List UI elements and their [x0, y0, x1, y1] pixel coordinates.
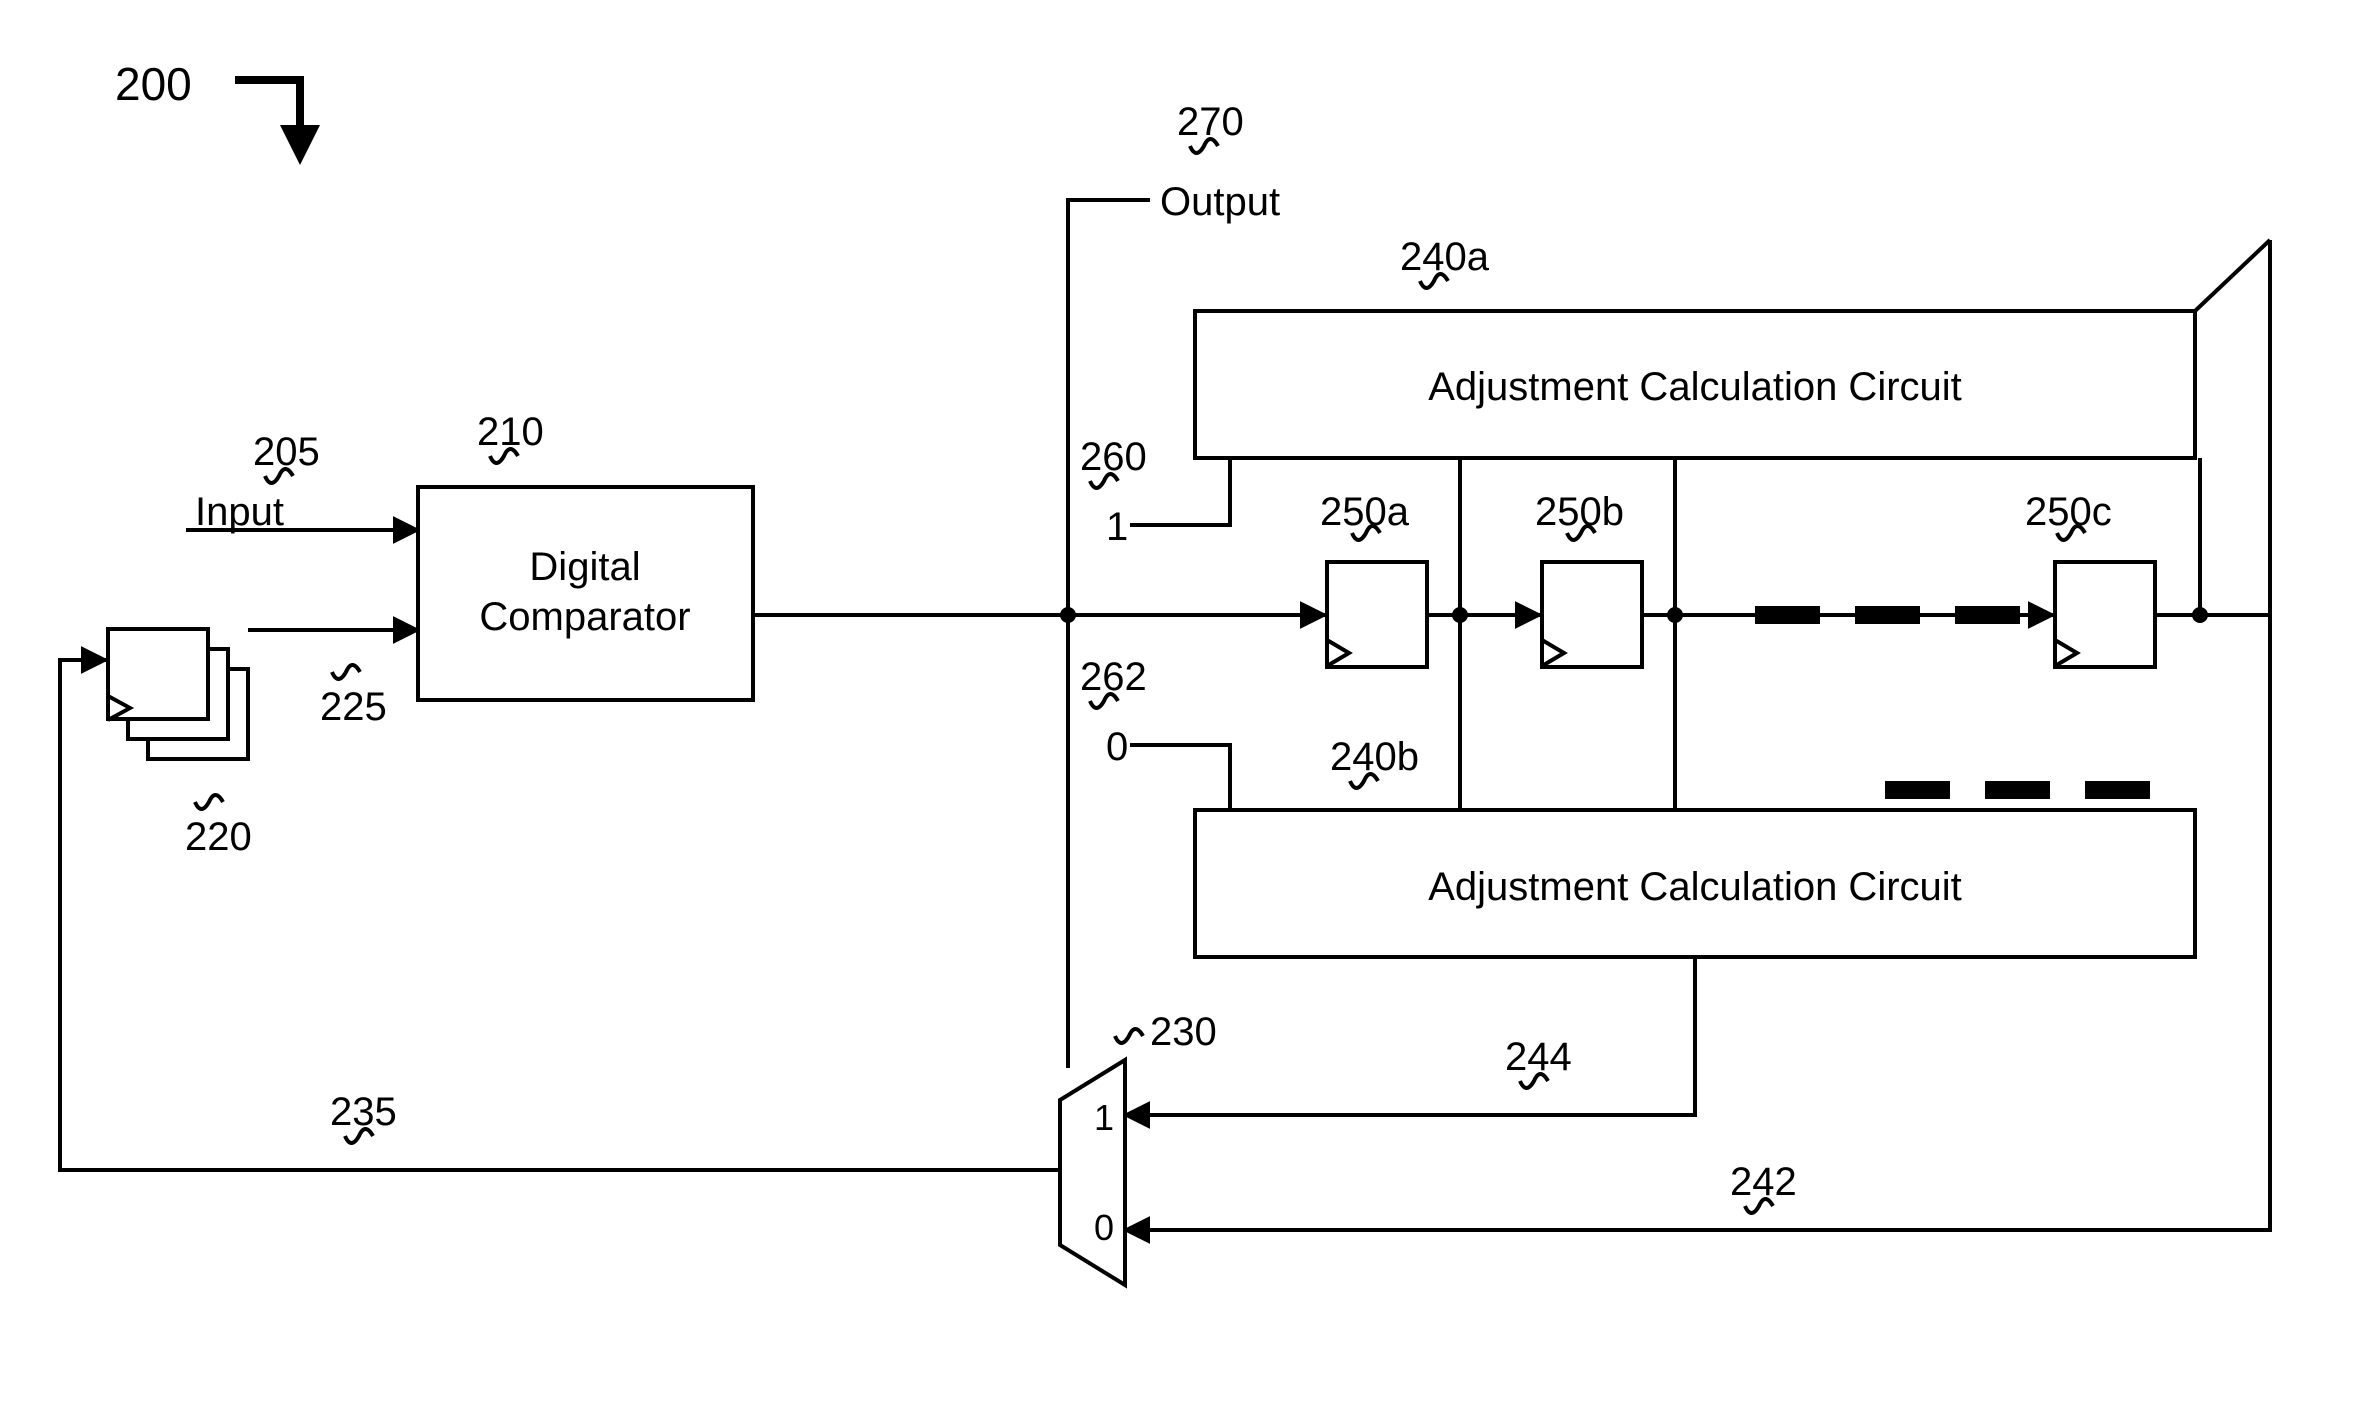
circuit-diagram: 200 205 Input 220 225 Digital Comparator… — [0, 0, 2376, 1403]
flip-flop-b: 250b — [1535, 490, 1642, 667]
input-label: Input — [195, 490, 284, 534]
const-zero-ref: 262 — [1080, 655, 1147, 699]
mux: 1 0 230 — [1060, 1010, 1217, 1285]
adj-bot-text: Adjustment Calculation Circuit — [1428, 865, 1962, 909]
mux-in1-label: 1 — [1094, 1097, 1114, 1138]
wire-244-ref: 244 — [1505, 1035, 1572, 1079]
register-stack: 220 — [108, 629, 252, 859]
wire-235-ref: 235 — [330, 1090, 397, 1134]
reg-stack-ref: 220 — [185, 815, 252, 859]
ff-c-ref: 250c — [2025, 490, 2112, 534]
ff-a-ref: 250a — [1320, 490, 1410, 534]
const-one-ref: 260 — [1080, 435, 1147, 479]
ff-b-ref: 250b — [1535, 490, 1624, 534]
const-zero-label: 0 — [1106, 725, 1128, 769]
const-one-label: 1 — [1106, 505, 1128, 549]
comparator-text-1: Digital — [529, 545, 640, 589]
input-port: 205 Input — [186, 430, 418, 534]
const-zero: 0 262 — [1080, 655, 1230, 810]
output-label: Output — [1160, 180, 1280, 224]
mux-in0-label: 0 — [1094, 1207, 1114, 1248]
adj-top-ref: 240a — [1400, 235, 1490, 279]
adj-circuit-bottom: Adjustment Calculation Circuit 240b — [1195, 735, 2195, 957]
wire-242-ref: 242 — [1730, 1160, 1797, 1204]
flip-flop-c: 250c — [2025, 490, 2155, 667]
mux-ref: 230 — [1150, 1010, 1217, 1054]
adj-bot-ref: 240b — [1330, 735, 1419, 779]
adj-top-text: Adjustment Calculation Circuit — [1428, 365, 1962, 409]
wire-right-to-top-adj — [2195, 240, 2270, 311]
adj-circuit-top: Adjustment Calculation Circuit 240a — [1195, 235, 2195, 458]
wire-reg-to-comparator: 225 — [248, 630, 418, 729]
flip-flop-a: 250a — [1320, 490, 1427, 667]
figure-ref-num: 200 — [115, 58, 192, 110]
wire-225-ref: 225 — [320, 685, 387, 729]
digital-comparator: Digital Comparator 210 — [418, 410, 753, 700]
figure-ref: 200 — [115, 58, 320, 165]
comparator-text-2: Comparator — [479, 595, 690, 639]
